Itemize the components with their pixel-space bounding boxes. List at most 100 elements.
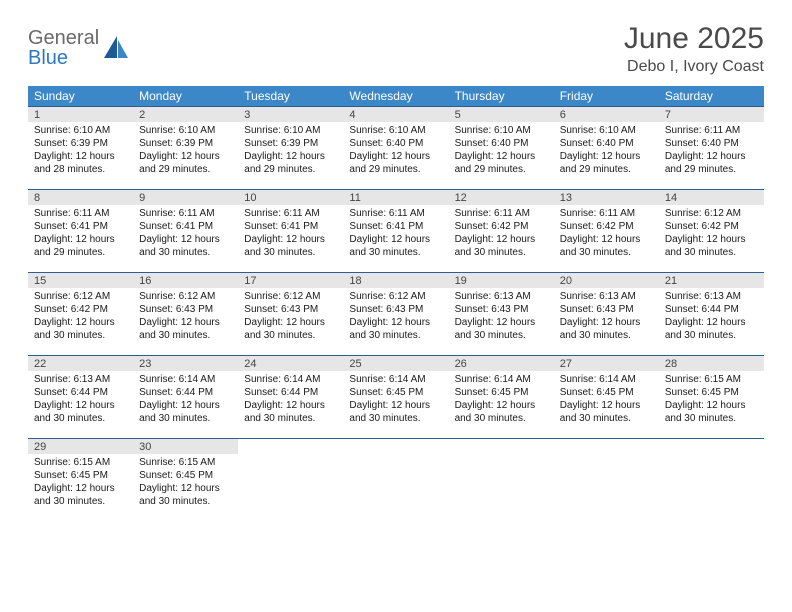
day-body: Sunrise: 6:12 AMSunset: 6:43 PMDaylight:… bbox=[238, 288, 343, 346]
day-body: Sunrise: 6:14 AMSunset: 6:44 PMDaylight:… bbox=[238, 371, 343, 429]
sunset-line: Sunset: 6:39 PM bbox=[139, 137, 232, 150]
logo: General Blue bbox=[28, 28, 131, 68]
day-number: 16 bbox=[133, 273, 238, 288]
daylight-line-2: and 30 minutes. bbox=[665, 246, 758, 259]
day-number: 19 bbox=[449, 273, 554, 288]
daylight-line-1: Daylight: 12 hours bbox=[349, 316, 442, 329]
sunset-line: Sunset: 6:42 PM bbox=[560, 220, 653, 233]
calendar-cell: 29Sunrise: 6:15 AMSunset: 6:45 PMDayligh… bbox=[28, 439, 133, 522]
day-body: Sunrise: 6:11 AMSunset: 6:40 PMDaylight:… bbox=[659, 122, 764, 180]
sunset-line: Sunset: 6:40 PM bbox=[349, 137, 442, 150]
logo-word-blue: Blue bbox=[28, 47, 68, 69]
sunset-line: Sunset: 6:41 PM bbox=[244, 220, 337, 233]
day-body: Sunrise: 6:12 AMSunset: 6:43 PMDaylight:… bbox=[343, 288, 448, 346]
calendar-body: 1Sunrise: 6:10 AMSunset: 6:39 PMDaylight… bbox=[28, 107, 764, 522]
daylight-line-2: and 30 minutes. bbox=[665, 329, 758, 342]
day-number: 30 bbox=[133, 439, 238, 454]
day-body: Sunrise: 6:10 AMSunset: 6:40 PMDaylight:… bbox=[343, 122, 448, 180]
daylight-line-1: Daylight: 12 hours bbox=[665, 316, 758, 329]
calendar-cell: 23Sunrise: 6:14 AMSunset: 6:44 PMDayligh… bbox=[133, 356, 238, 439]
daylight-line-2: and 30 minutes. bbox=[665, 412, 758, 425]
sunrise-line: Sunrise: 6:12 AM bbox=[34, 290, 127, 303]
daylight-line-1: Daylight: 12 hours bbox=[244, 316, 337, 329]
daylight-line-2: and 30 minutes. bbox=[139, 412, 232, 425]
day-number: 13 bbox=[554, 190, 659, 205]
calendar-row: 22Sunrise: 6:13 AMSunset: 6:44 PMDayligh… bbox=[28, 356, 764, 439]
day-body: Sunrise: 6:10 AMSunset: 6:39 PMDaylight:… bbox=[133, 122, 238, 180]
calendar-row: 15Sunrise: 6:12 AMSunset: 6:42 PMDayligh… bbox=[28, 273, 764, 356]
sunrise-line: Sunrise: 6:12 AM bbox=[244, 290, 337, 303]
daylight-line-1: Daylight: 12 hours bbox=[139, 482, 232, 495]
calendar-cell-empty bbox=[343, 439, 448, 522]
daylight-line-2: and 29 minutes. bbox=[665, 163, 758, 176]
weekday-header: Friday bbox=[554, 86, 659, 107]
day-body: Sunrise: 6:13 AMSunset: 6:43 PMDaylight:… bbox=[554, 288, 659, 346]
sunrise-line: Sunrise: 6:14 AM bbox=[349, 373, 442, 386]
daylight-line-2: and 30 minutes. bbox=[560, 246, 653, 259]
calendar-cell: 2Sunrise: 6:10 AMSunset: 6:39 PMDaylight… bbox=[133, 107, 238, 190]
sunset-line: Sunset: 6:43 PM bbox=[560, 303, 653, 316]
day-number: 26 bbox=[449, 356, 554, 371]
calendar-cell-empty bbox=[554, 439, 659, 522]
sunrise-line: Sunrise: 6:14 AM bbox=[455, 373, 548, 386]
day-body: Sunrise: 6:11 AMSunset: 6:41 PMDaylight:… bbox=[28, 205, 133, 263]
daylight-line-2: and 30 minutes. bbox=[34, 329, 127, 342]
day-number: 11 bbox=[343, 190, 448, 205]
sunrise-line: Sunrise: 6:11 AM bbox=[455, 207, 548, 220]
daylight-line-1: Daylight: 12 hours bbox=[455, 316, 548, 329]
daylight-line-2: and 30 minutes. bbox=[455, 246, 548, 259]
day-body: Sunrise: 6:13 AMSunset: 6:44 PMDaylight:… bbox=[659, 288, 764, 346]
sunset-line: Sunset: 6:43 PM bbox=[244, 303, 337, 316]
day-body: Sunrise: 6:12 AMSunset: 6:43 PMDaylight:… bbox=[133, 288, 238, 346]
calendar-cell: 25Sunrise: 6:14 AMSunset: 6:45 PMDayligh… bbox=[343, 356, 448, 439]
sunrise-line: Sunrise: 6:10 AM bbox=[455, 124, 548, 137]
sunrise-line: Sunrise: 6:13 AM bbox=[34, 373, 127, 386]
day-body: Sunrise: 6:10 AMSunset: 6:39 PMDaylight:… bbox=[238, 122, 343, 180]
daylight-line-2: and 30 minutes. bbox=[349, 246, 442, 259]
sunrise-line: Sunrise: 6:15 AM bbox=[34, 456, 127, 469]
daylight-line-1: Daylight: 12 hours bbox=[560, 316, 653, 329]
daylight-line-1: Daylight: 12 hours bbox=[560, 150, 653, 163]
daylight-line-1: Daylight: 12 hours bbox=[139, 316, 232, 329]
calendar-table: SundayMondayTuesdayWednesdayThursdayFrid… bbox=[28, 86, 764, 521]
sunset-line: Sunset: 6:42 PM bbox=[665, 220, 758, 233]
day-number: 29 bbox=[28, 439, 133, 454]
day-body: Sunrise: 6:11 AMSunset: 6:41 PMDaylight:… bbox=[238, 205, 343, 263]
day-body: Sunrise: 6:14 AMSunset: 6:44 PMDaylight:… bbox=[133, 371, 238, 429]
sunrise-line: Sunrise: 6:14 AM bbox=[560, 373, 653, 386]
weekday-header: Sunday bbox=[28, 86, 133, 107]
day-number: 8 bbox=[28, 190, 133, 205]
daylight-line-2: and 29 minutes. bbox=[139, 163, 232, 176]
calendar-cell: 4Sunrise: 6:10 AMSunset: 6:40 PMDaylight… bbox=[343, 107, 448, 190]
calendar-cell: 9Sunrise: 6:11 AMSunset: 6:41 PMDaylight… bbox=[133, 190, 238, 273]
calendar-cell: 6Sunrise: 6:10 AMSunset: 6:40 PMDaylight… bbox=[554, 107, 659, 190]
calendar-cell: 17Sunrise: 6:12 AMSunset: 6:43 PMDayligh… bbox=[238, 273, 343, 356]
calendar-cell: 10Sunrise: 6:11 AMSunset: 6:41 PMDayligh… bbox=[238, 190, 343, 273]
sunset-line: Sunset: 6:45 PM bbox=[665, 386, 758, 399]
weekday-header: Monday bbox=[133, 86, 238, 107]
calendar-cell: 22Sunrise: 6:13 AMSunset: 6:44 PMDayligh… bbox=[28, 356, 133, 439]
daylight-line-2: and 29 minutes. bbox=[560, 163, 653, 176]
day-number: 17 bbox=[238, 273, 343, 288]
day-number: 27 bbox=[554, 356, 659, 371]
day-body: Sunrise: 6:14 AMSunset: 6:45 PMDaylight:… bbox=[554, 371, 659, 429]
sunrise-line: Sunrise: 6:15 AM bbox=[139, 456, 232, 469]
calendar-cell: 11Sunrise: 6:11 AMSunset: 6:41 PMDayligh… bbox=[343, 190, 448, 273]
day-number: 5 bbox=[449, 107, 554, 122]
daylight-line-2: and 30 minutes. bbox=[560, 412, 653, 425]
day-number: 20 bbox=[554, 273, 659, 288]
daylight-line-2: and 30 minutes. bbox=[244, 246, 337, 259]
calendar-cell-empty bbox=[659, 439, 764, 522]
sunrise-line: Sunrise: 6:11 AM bbox=[665, 124, 758, 137]
daylight-line-2: and 30 minutes. bbox=[349, 412, 442, 425]
calendar-cell: 21Sunrise: 6:13 AMSunset: 6:44 PMDayligh… bbox=[659, 273, 764, 356]
day-number: 12 bbox=[449, 190, 554, 205]
sunset-line: Sunset: 6:45 PM bbox=[349, 386, 442, 399]
daylight-line-1: Daylight: 12 hours bbox=[455, 399, 548, 412]
calendar-cell: 30Sunrise: 6:15 AMSunset: 6:45 PMDayligh… bbox=[133, 439, 238, 522]
daylight-line-1: Daylight: 12 hours bbox=[34, 316, 127, 329]
calendar-head: SundayMondayTuesdayWednesdayThursdayFrid… bbox=[28, 86, 764, 107]
day-number: 15 bbox=[28, 273, 133, 288]
sunrise-line: Sunrise: 6:13 AM bbox=[665, 290, 758, 303]
calendar-cell: 15Sunrise: 6:12 AMSunset: 6:42 PMDayligh… bbox=[28, 273, 133, 356]
